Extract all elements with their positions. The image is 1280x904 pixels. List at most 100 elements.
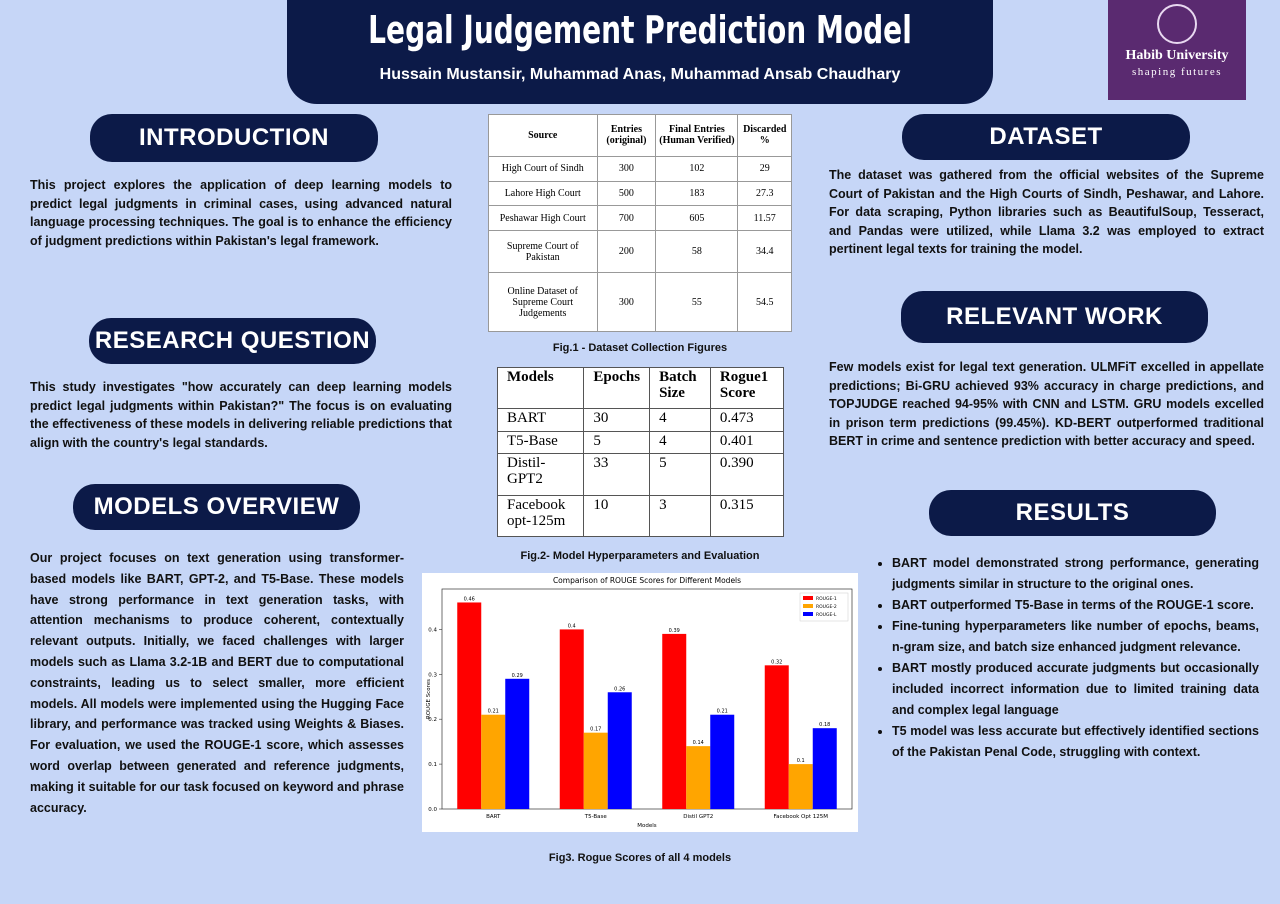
table-cell: 5	[583, 430, 651, 455]
section-text: Few models exist for legal text generati…	[829, 360, 1264, 448]
legend-swatch	[803, 612, 813, 616]
header-banner: Legal Judgement Prediction Model Hussain…	[287, 0, 993, 104]
fig2-table: Models Epochs Batch Size Rogue1 Score BART 30…	[496, 366, 785, 538]
column-header: Rogue1 Score	[709, 366, 785, 410]
section-heading: MODELS OVERVIEW	[73, 484, 360, 530]
bar	[686, 746, 711, 809]
bar	[788, 764, 813, 809]
table-row: Peshawar High Court 700 605 11.57	[488, 205, 792, 232]
bar-value-label: 0.32	[771, 659, 782, 665]
section-text: This study investigates "how accurately …	[30, 380, 452, 450]
bar-value-label: 0.18	[819, 722, 830, 728]
bar	[559, 629, 584, 809]
x-tick-label: Facebook Opt 125M	[773, 814, 828, 820]
legend-label: ROUGE-2	[816, 604, 837, 610]
table-cell: 3	[649, 494, 711, 538]
section-text: The dataset was gathered from the offici…	[829, 168, 1264, 256]
table-cell: 4	[649, 408, 711, 432]
table-cell: 29	[737, 155, 792, 182]
table-row: Distil-GPT2 33 5 0.390	[496, 453, 785, 496]
x-tick-label: T5-Base	[584, 814, 608, 820]
section-heading: RESEARCH QUESTION	[89, 318, 376, 364]
caption: Fig.1 - Dataset Collection Figures	[552, 342, 728, 354]
result-item: Fine-tuning hyperparameters like number …	[892, 616, 1259, 658]
table-cell: 55	[655, 272, 739, 332]
column-header: Models	[496, 366, 585, 410]
caption: Fig.2- Model Hyperparameters and Evaluat…	[520, 550, 760, 562]
table-cell: Supreme Court of Pakistan	[488, 230, 598, 274]
y-tick-label: 0.4	[428, 627, 437, 633]
table-cell: 10	[583, 494, 651, 538]
bar	[764, 665, 789, 809]
table-cell: T5-Base	[496, 430, 585, 455]
table-cell: 4	[649, 430, 711, 455]
bar-value-label: 0.39	[669, 628, 680, 634]
column-header: Discarded %	[737, 114, 792, 157]
column-header: Final Entries (Human Verified)	[655, 114, 739, 157]
bar	[662, 633, 687, 809]
bar-value-label: 0.21	[488, 709, 499, 715]
legend-swatch	[803, 604, 813, 608]
header-row: Source Entries (original) Final Entries (H…	[488, 114, 792, 157]
table-cell: 300	[596, 155, 657, 182]
bar-value-label: 0.29	[512, 673, 523, 679]
section-text: This project explores the application of…	[30, 178, 452, 248]
table-row: Lahore High Court 500 183 27.3	[488, 180, 792, 207]
bar	[505, 678, 530, 809]
bar	[481, 714, 506, 809]
table-row: Online Dataset of Supreme Court Judgemen…	[488, 272, 792, 332]
table-cell: High Court of Sindh	[488, 155, 598, 182]
table-cell: 183	[655, 180, 739, 207]
y-tick-label: 0.2	[428, 717, 437, 723]
table-cell: Lahore High Court	[488, 180, 598, 207]
table-cell: 0.390	[709, 453, 785, 496]
table-row: T5-Base 5 4 0.401	[496, 430, 785, 455]
y-tick-label: 0.1	[428, 762, 437, 768]
fig2-table-box: Models Epochs Batch Size Rogue1 Score BART 30…	[496, 366, 785, 538]
y-axis-label: ROUGE Scores	[426, 679, 432, 719]
table-cell: BART	[496, 408, 585, 432]
table-cell: Facebook opt-125m	[496, 494, 585, 538]
column-header: Source	[488, 114, 598, 157]
section-heading: RELEVANT WORK	[901, 291, 1208, 343]
table-row: BART 30 4 0.473	[496, 408, 785, 432]
table-cell: 5	[649, 453, 711, 496]
bar-value-label: 0.26	[614, 686, 625, 692]
header-row: Models Epochs Batch Size Rogue1 Score	[496, 366, 785, 410]
table-cell: 34.4	[737, 230, 792, 274]
result-item: BART mostly produced accurate judgments …	[892, 658, 1259, 721]
table-row: High Court of Sindh 300 102 29	[488, 155, 792, 182]
table-cell: 58	[655, 230, 739, 274]
table-cell: 300	[596, 272, 657, 332]
section-heading: INTRODUCTION	[90, 114, 378, 162]
logo-seal	[1157, 4, 1197, 44]
section-heading: RESULTS	[929, 490, 1216, 536]
table-cell: Online Dataset of Supreme Court Judgemen…	[488, 272, 598, 332]
chart-title: Comparison of ROUGE Scores for Different…	[553, 576, 741, 585]
table-cell: 700	[596, 205, 657, 232]
column-header: Batch Size	[649, 366, 711, 410]
chart: Comparison of ROUGE Scores for Different…	[422, 573, 858, 832]
bar-value-label: 0.21	[717, 709, 728, 715]
bar	[607, 692, 632, 809]
x-tick-label: Distil GPT2	[683, 814, 713, 820]
y-tick-label: 0.0	[428, 807, 437, 813]
table-cell: 0.401	[709, 430, 785, 455]
result-item: T5 model was less accurate but effective…	[892, 721, 1259, 763]
table-row: Facebook opt-125m 10 3 0.315	[496, 494, 785, 538]
section-text: Our project focuses on text generation u…	[30, 551, 404, 815]
table-cell: 33	[583, 453, 651, 496]
y-tick-label: 0.3	[428, 672, 437, 678]
table-cell: 11.57	[737, 205, 792, 232]
bar-value-label: 0.17	[590, 727, 601, 733]
result-item: BART model demonstrated strong performan…	[892, 553, 1259, 595]
x-tick-label: BART	[486, 814, 501, 820]
table-cell: Distil-GPT2	[496, 453, 585, 496]
bar-value-label: 0.1	[797, 758, 805, 764]
results-list-box: BART model demonstrated strong performan…	[876, 553, 1259, 763]
result-item: BART outperformed T5-Base in terms of th…	[892, 595, 1259, 616]
section-heading: DATASET	[902, 114, 1190, 160]
table-row: Supreme Court of Pakistan 200 58 34.4	[488, 230, 792, 274]
logo-tagline: shaping futures	[1131, 66, 1222, 78]
